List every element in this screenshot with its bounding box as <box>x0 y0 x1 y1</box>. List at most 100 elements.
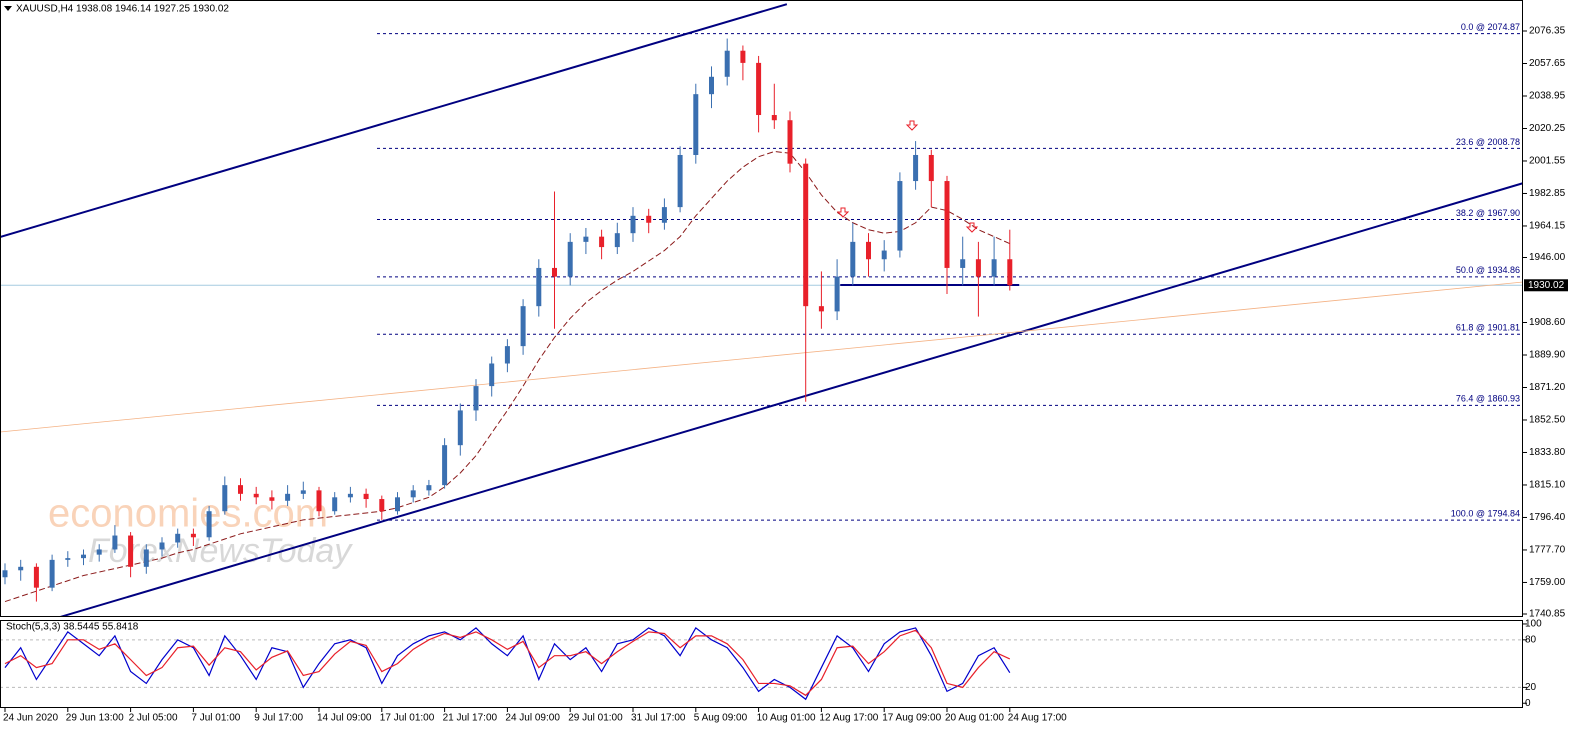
candle-body <box>850 241 856 277</box>
fib-label: 61.8 @ 1901.81 <box>1456 323 1520 333</box>
y-tick-label: 2020.25 <box>1529 123 1566 134</box>
fib-label: 38.2 @ 1967.90 <box>1456 208 1520 218</box>
candle-body <box>614 233 620 248</box>
candle-body <box>363 493 369 500</box>
y-tick-label: 100 <box>1525 619 1542 630</box>
x-tick-label: 17 Jul 01:00 <box>380 713 435 724</box>
y-tick-label: 1833.80 <box>1529 447 1566 458</box>
candle-body <box>410 490 416 498</box>
y-tick-label: 1871.20 <box>1529 382 1566 393</box>
stoch-title: Stoch(5,3,3) 38.5445 55.8418 <box>6 622 139 633</box>
menu-icon[interactable] <box>4 6 12 11</box>
candle-body <box>2 570 8 578</box>
candle-body <box>504 346 510 364</box>
candle-body <box>740 50 746 63</box>
candle-body <box>975 259 981 277</box>
y-tick-label: 1908.60 <box>1529 317 1566 328</box>
candle-body <box>661 207 667 223</box>
candle-body <box>222 485 228 512</box>
candle-body <box>771 115 777 121</box>
candle-body <box>536 267 542 307</box>
candle-body <box>347 493 353 498</box>
last-price-label: 1930.02 <box>1528 280 1565 291</box>
x-tick-label: 20 Aug 01:00 <box>945 713 1004 724</box>
candle-body <box>928 154 934 182</box>
y-tick-label: 1740.85 <box>1529 609 1566 620</box>
stoch-plot <box>0 627 1523 701</box>
candle-body <box>1007 259 1013 286</box>
y-tick-label: 80 <box>1525 634 1537 645</box>
y-tick-label: 1796.40 <box>1529 512 1566 523</box>
stoch-line <box>4 629 1011 697</box>
fib-label: 23.6 @ 2008.78 <box>1456 137 1520 147</box>
candle-body <box>583 236 589 242</box>
x-tick-label: 17 Aug 09:00 <box>882 713 941 724</box>
y-tick-label: 2038.95 <box>1529 91 1566 102</box>
down-arrow <box>836 207 850 218</box>
x-tick-label: 24 Jul 09:00 <box>505 713 560 724</box>
candle-body <box>18 566 24 571</box>
y-tick-label: 0 <box>1525 698 1531 709</box>
candle-body <box>269 497 275 501</box>
candle-body <box>395 497 400 512</box>
x-tick-label: 24 Jun 2020 <box>3 713 58 724</box>
candle-body <box>426 485 432 491</box>
candle-body <box>96 549 102 555</box>
symbol-header: XAUUSD,H4 1938.08 1946.14 1927.25 1930.0… <box>16 4 229 15</box>
fib-label: 100.0 @ 1794.84 <box>1451 509 1520 519</box>
y-tick-label: 1982.85 <box>1529 188 1566 199</box>
candle-body <box>49 559 55 588</box>
candle-body <box>834 276 840 312</box>
x-tick-label: 9 Jul 17:00 <box>254 713 303 724</box>
fib-label: 76.4 @ 1860.93 <box>1456 394 1520 404</box>
candle-body <box>960 259 966 268</box>
stoch-frame <box>0 620 1523 708</box>
x-tick-label: 14 Jul 09:00 <box>317 713 372 724</box>
candle-body <box>316 490 322 512</box>
main-plot <box>0 3 1523 617</box>
candle-body <box>552 267 557 277</box>
x-tick-label: 24 Aug 17:00 <box>1008 713 1067 724</box>
candle-body <box>285 493 291 501</box>
candle-body <box>159 542 165 550</box>
candle-body <box>897 181 903 251</box>
main-frame <box>0 0 1523 617</box>
fib-label: 0.0 @ 2074.87 <box>1461 22 1520 32</box>
y-tick-label: 1889.90 <box>1529 350 1566 361</box>
candle-body <box>473 386 479 411</box>
x-tick-label: 21 Jul 17:00 <box>443 713 498 724</box>
candle-body <box>567 241 573 277</box>
trend-line <box>0 281 1523 433</box>
candle-body <box>677 154 683 208</box>
fib-label: 50.0 @ 1934.86 <box>1456 265 1520 275</box>
candle-body <box>693 94 699 155</box>
x-tick-label: 2 Jul 05:00 <box>129 713 178 724</box>
candle-body <box>520 306 526 347</box>
x-tick-label: 7 Jul 01:00 <box>191 713 240 724</box>
x-tick-label: 5 Aug 09:00 <box>694 713 748 724</box>
y-tick-label: 1777.70 <box>1529 545 1566 556</box>
candle-body <box>881 250 887 260</box>
candle-body <box>190 533 196 538</box>
candle-body <box>913 154 919 182</box>
x-tick-label: 31 Jul 17:00 <box>631 713 686 724</box>
y-tick-label: 2001.55 <box>1529 156 1566 167</box>
signal-arrows <box>836 120 979 233</box>
candle-body <box>253 493 259 498</box>
stoch-line <box>4 627 1011 701</box>
candle-body <box>442 445 448 486</box>
candle-body <box>489 363 495 387</box>
down-arrow <box>905 120 919 131</box>
down-arrow <box>965 222 979 233</box>
candle-body <box>457 410 463 446</box>
candle-body <box>175 533 181 543</box>
watermark: economies.com <box>48 492 328 536</box>
y-tick-label: 2076.35 <box>1529 26 1566 37</box>
x-tick-label: 29 Jul 01:00 <box>568 713 623 724</box>
y-tick-label: 2057.65 <box>1529 58 1566 69</box>
watermark: ForexNewsToday <box>88 532 353 570</box>
x-tick-label: 29 Jun 13:00 <box>66 713 124 724</box>
candle-body <box>756 62 762 116</box>
candle-body <box>630 215 636 234</box>
